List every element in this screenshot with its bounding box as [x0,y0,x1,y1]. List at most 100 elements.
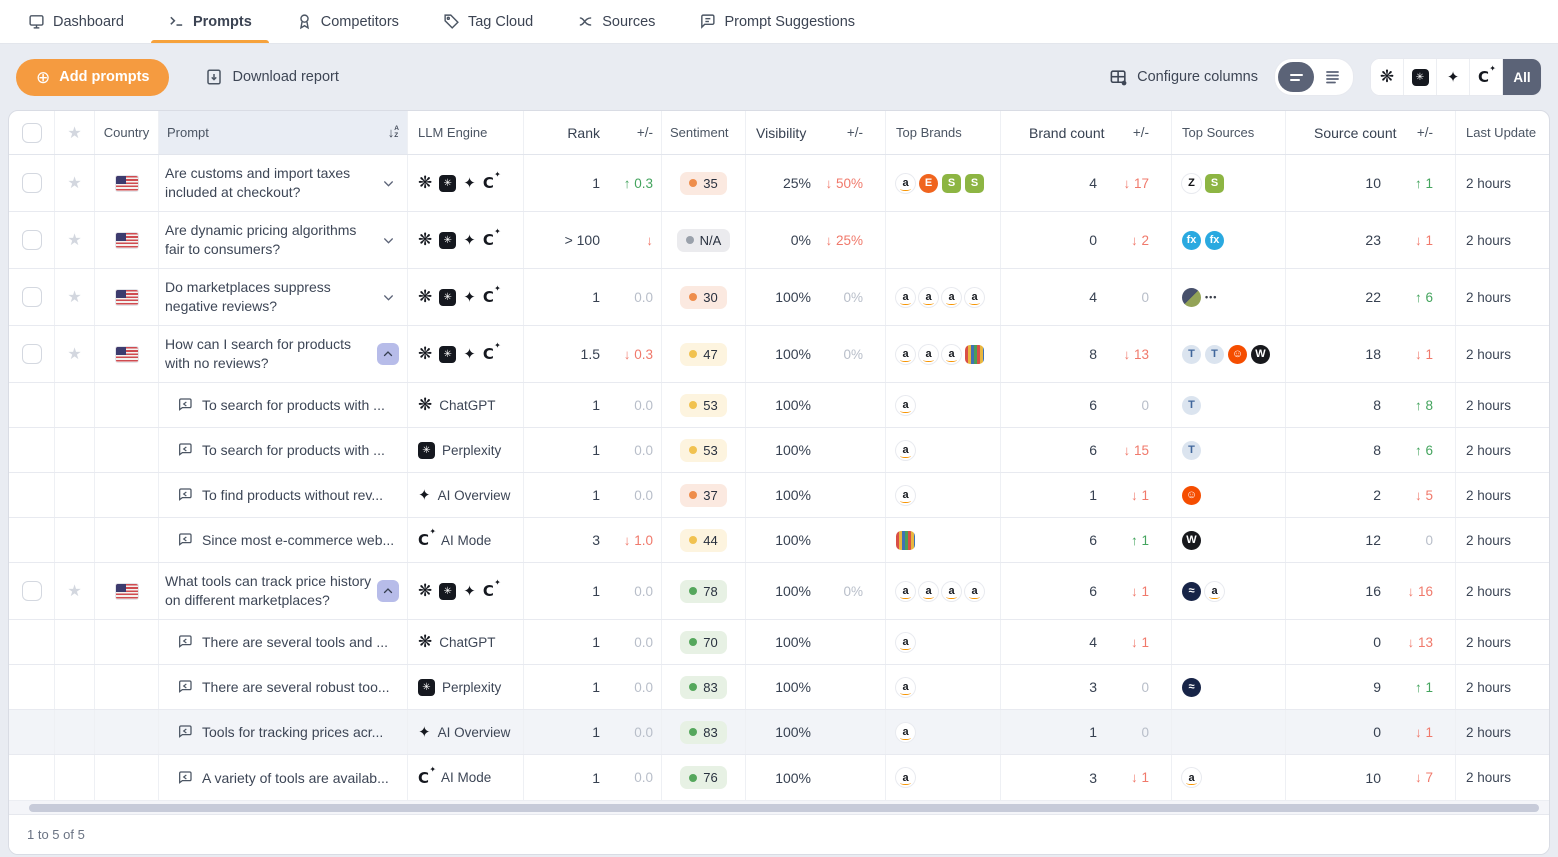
col-last-update-header[interactable]: Last Update [1456,111,1549,154]
amazon-favicon: a [942,345,961,364]
prompt-cell[interactable]: Since most e-commerce web... [159,518,408,562]
filter-chatgpt-button[interactable]: ❋ [1371,59,1404,95]
rank-value-cell: 10.0 [524,383,662,427]
expand-button[interactable] [377,229,399,251]
tab-label: Dashboard [53,14,124,30]
add-prompts-button[interactable]: ⊕ Add prompts [16,59,169,96]
download-report-button[interactable]: Download report [205,68,338,86]
checkbox-cell [9,212,55,268]
top-brands-cell [886,212,1001,268]
tag-icon [443,13,460,30]
col-prompt-header[interactable]: Prompt ↓AZ [159,111,408,154]
prompt-sub-row: There are several tools and ...❋ChatGPT1… [9,620,1549,665]
tab-prompts[interactable]: Prompts [165,0,255,43]
visibility-value: 100% [746,397,811,413]
header-star[interactable]: ★ [55,111,95,154]
prompt-cell[interactable]: What tools can track price history on di… [159,563,408,619]
rank-value-cell: 10.0 [524,563,662,619]
collapse-button[interactable] [377,580,399,602]
collapse-button[interactable] [377,343,399,365]
expand-button[interactable] [377,172,399,194]
header-select-all[interactable] [9,111,55,154]
prompt-cell[interactable]: Tools for tracking prices acr... [159,710,408,754]
sentiment-dot [689,638,697,646]
prompt-cell[interactable]: Are customs and import taxes included at… [159,155,408,211]
visibility-delta: 0% [811,290,863,305]
filter-ai-overview-button[interactable]: ✦ [1437,59,1470,95]
star-cell: ★ [55,563,95,619]
llm-engine-label: AI Overview [438,488,511,503]
visibility-delta: ↓ 25% [811,233,863,248]
country-cell [95,755,159,800]
prompt-cell[interactable]: To find products without rev... [159,473,408,517]
col-rank-header[interactable]: Rank+/- [524,111,662,154]
amazon-favicon: a [896,678,915,697]
col-top-brands-header[interactable]: Top Brands [886,111,1001,154]
prompt-cell[interactable]: There are several robust too... [159,665,408,709]
prompt-cell[interactable]: To search for products with ... [159,383,408,427]
amazon-favicon: a [896,288,915,307]
llm-engine-cell: ❋✳✦C✦ [408,563,524,619]
tab-prompt-suggestions[interactable]: Prompt Suggestions [696,0,858,43]
last-update-cell: 2 hours [1456,212,1549,268]
filter-perplexity-button[interactable]: ✳ [1404,59,1437,95]
llm-engine-label: Perplexity [442,680,501,695]
col-visibility-header[interactable]: Visibility+/- [746,111,886,154]
prompt-cell[interactable]: Are dynamic pricing algorithms fair to c… [159,212,408,268]
col-brand-count-header[interactable]: Brand count+/- [1001,111,1172,154]
top-brands-cell [886,518,1001,562]
star-icon[interactable]: ★ [67,230,81,250]
scrollbar-thumb[interactable] [29,804,1539,812]
llm-engine-label: AI Overview [438,725,511,740]
prompt-cell[interactable]: A variety of tools are availab... [159,755,408,800]
source-count-value: 10 [1286,175,1381,191]
expanded-view-button[interactable] [1314,62,1350,92]
configure-columns-button[interactable]: Configure columns [1109,68,1258,87]
sentiment-dot [689,350,697,358]
visibility-value-cell: 100% [746,428,886,472]
prompt-cell[interactable]: How can I search for products with no re… [159,326,408,382]
tab-label: Tag Cloud [468,14,533,30]
tab-competitors[interactable]: Competitors [293,0,402,43]
star-icon[interactable]: ★ [67,173,81,193]
brand-count-value-cell: 4↓ 1 [1001,620,1172,664]
tab-sources[interactable]: Sources [574,0,658,43]
row-checkbox[interactable] [22,581,42,601]
prompt-cell[interactable]: Do marketplaces suppress negative review… [159,269,408,325]
star-icon[interactable]: ★ [67,344,81,364]
amazon-favicon: a [896,441,915,460]
prompt-sub-row: Tools for tracking prices acr...✦AI Over… [9,710,1549,755]
prompt-cell[interactable]: There are several tools and ... [159,620,408,664]
expand-button[interactable] [377,286,399,308]
row-checkbox[interactable] [22,230,42,250]
checkbox-cell [9,155,55,211]
chatgpt-icon: ❋ [418,287,432,307]
response-bubble-icon [177,487,193,503]
col-sentiment-header[interactable]: Sentiment [662,111,746,154]
visibility-value: 100% [746,634,811,650]
col-llm-engine-header[interactable]: LLM Engine [408,111,524,154]
visibility-value: 100% [746,346,811,362]
col-country-header[interactable]: Country [95,111,159,154]
filter-all-button[interactable]: All [1503,59,1541,95]
source-count-value-cell: 0↓ 1 [1286,710,1456,754]
filter-ai-mode-button[interactable]: C✦ [1470,59,1503,95]
star-icon[interactable]: ★ [67,581,81,601]
tab-tag-cloud[interactable]: Tag Cloud [440,0,536,43]
amazon-favicon: a [919,288,938,307]
row-checkbox[interactable] [22,287,42,307]
tab-dashboard[interactable]: Dashboard [25,0,127,43]
col-top-sources-header[interactable]: Top Sources [1172,111,1286,154]
col-source-count-header[interactable]: Source count+/- [1286,111,1456,154]
horizontal-scrollbar[interactable] [9,800,1549,814]
row-checkbox[interactable] [22,344,42,364]
compact-view-button[interactable] [1278,62,1314,92]
star-icon[interactable]: ★ [67,287,81,307]
sparkle-icon: ✦ [429,765,436,774]
prompt-cell[interactable]: To search for products with ... [159,428,408,472]
sparkle-icon: ✦ [494,341,501,350]
visibility-value-cell: 100%0% [746,269,886,325]
select-all-checkbox[interactable] [22,123,42,143]
rank-value: 1 [524,289,600,305]
row-checkbox[interactable] [22,173,42,193]
